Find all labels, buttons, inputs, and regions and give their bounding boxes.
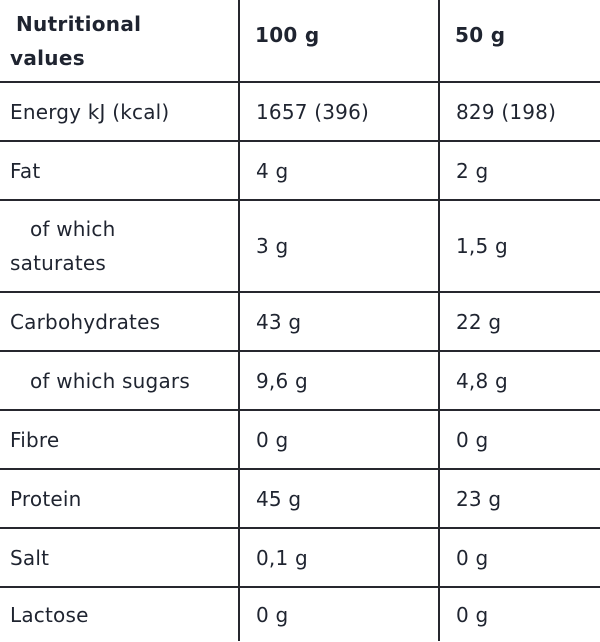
value-per-50g: 23 g	[439, 469, 600, 529]
row-label: Salt	[0, 528, 240, 588]
row-label-text: of which sugars	[30, 368, 190, 393]
header-per-100g: 100 g	[239, 0, 440, 83]
row-label: Fat	[0, 141, 240, 201]
header-label-line2: values	[10, 45, 85, 70]
value-per-100g: 0 g	[239, 587, 440, 641]
value-per-100g: 9,6 g	[239, 351, 440, 411]
value-per-50g: 22 g	[439, 292, 600, 352]
value-per-100g: 0 g	[239, 410, 440, 470]
value-per-50g: 0 g	[439, 528, 600, 588]
value-per-50g: 829 (198)	[439, 82, 600, 142]
header-per-50g: 50 g	[439, 0, 600, 83]
value-per-100g: 45 g	[239, 469, 440, 529]
row-label: Carbohydrates	[0, 292, 240, 352]
row-label: Energy kJ (kcal)	[0, 82, 240, 142]
value-per-50g: 4,8 g	[439, 351, 600, 411]
value-per-50g: 2 g	[439, 141, 600, 201]
row-label: of which saturates	[0, 200, 240, 293]
row-label: Protein	[0, 469, 240, 529]
value-per-100g: 3 g	[239, 200, 440, 293]
table-row-saturates: of which saturates 3 g 1,5 g	[0, 200, 600, 293]
table-row-fibre: Fibre 0 g 0 g	[0, 410, 600, 470]
row-label: of which sugars	[0, 351, 240, 411]
value-per-100g: 0,1 g	[239, 528, 440, 588]
table-row-energy: Energy kJ (kcal) 1657 (396) 829 (198)	[0, 82, 600, 142]
row-label: Fibre	[0, 410, 240, 470]
table-row-sugars: of which sugars 9,6 g 4,8 g	[0, 351, 600, 411]
table-header-row: Nutritional values 100 g 50 g	[0, 0, 600, 83]
table-row-protein: Protein 45 g 23 g	[0, 469, 600, 529]
value-per-50g: 1,5 g	[439, 200, 600, 293]
header-nutritional-values: Nutritional values	[0, 0, 240, 83]
table-row-carbohydrates: Carbohydrates 43 g 22 g	[0, 292, 600, 352]
value-per-50g: 0 g	[456, 602, 489, 627]
row-label-line1: of which	[30, 217, 116, 241]
table-row-fat: Fat 4 g 2 g	[0, 141, 600, 201]
table-row-salt: Salt 0,1 g 0 g	[0, 528, 600, 588]
row-label-line2: saturates	[10, 251, 107, 275]
value-per-50g: 0 g	[439, 410, 600, 470]
value-per-100g: 1657 (396)	[239, 82, 440, 142]
value-per-100g: 43 g	[239, 292, 440, 352]
value-per-100g: 4 g	[239, 141, 440, 201]
header-label-line1: Nutritional	[16, 11, 142, 36]
table-row-lactose: Lactose 0 g 0 g	[0, 587, 600, 641]
row-label: Lactose	[0, 587, 240, 641]
